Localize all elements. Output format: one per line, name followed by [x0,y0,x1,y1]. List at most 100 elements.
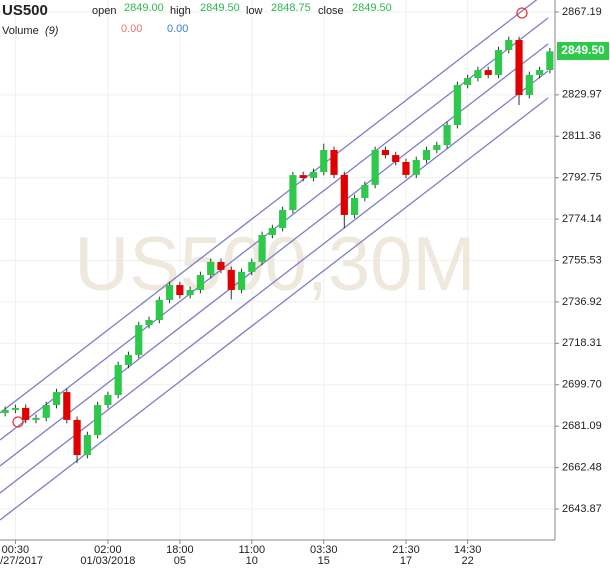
x-tick-label: 18:00 [166,544,194,556]
candle-body [340,174,348,215]
candle-body [94,405,102,436]
open-value: 2849.00 [124,2,164,14]
candle-body [268,228,276,235]
candle-body [515,40,523,95]
candle-body [299,175,307,178]
price-tag [557,42,609,60]
candle-body [453,84,461,126]
candle-body [402,161,410,175]
x-tick-label: 03:30 [310,544,338,556]
low-value: 2848.75 [271,2,311,14]
candle-body [165,285,174,300]
candle-body [186,289,194,296]
volume-label: Volume [2,25,39,37]
y-tick-label: 2662.48 [562,461,602,473]
symbol: US500 [2,2,48,19]
candles [1,36,554,464]
candle-body [248,261,256,272]
candle-body [279,210,287,229]
low-label: low [246,5,263,17]
candle-body [464,78,472,85]
candle-body [32,417,40,420]
candle-body [320,149,328,172]
x-tick-date: 15 [318,555,330,567]
candle-body [217,261,225,270]
candle-body [484,70,492,75]
candle-body [63,392,71,420]
candle-body [176,285,184,296]
y-axis: 2867.19 2829.97 2811.36 2792.75 2774.14 2755.… [555,6,602,515]
candle-body [196,275,205,290]
y-tick-label: 2681.09 [562,420,602,432]
x-tick-label: 14:30 [454,544,482,556]
candle-body [443,125,451,146]
candle-body [227,269,235,290]
x-tick-date: 17 [400,555,412,567]
candle-body [330,149,338,175]
y-tick-label: 2829.97 [562,89,602,101]
x-tick-date: 01/03/2018 [80,555,135,567]
candle-body [309,171,318,178]
candle-body [1,409,9,414]
channel-line [0,70,549,494]
candle-body [412,159,420,175]
x-tick-label: 00:30 [2,544,30,556]
candle-body [494,50,503,75]
candle-body [474,70,482,79]
y-tick-label: 2718.31 [562,337,602,349]
candle-body [73,419,81,456]
x-tick-label: 21:30 [392,544,420,556]
y-tick-label: 2755.53 [562,254,602,266]
candle-body [433,145,441,150]
volume-value-b: 0.00 [167,23,188,35]
y-tick-label: 2643.87 [562,503,602,515]
candle-body [237,271,246,290]
high-label: high [170,5,191,17]
candle-body [22,407,30,420]
candle-body [535,70,544,75]
candle-body [422,149,431,160]
candle-body [392,155,400,162]
candle-body [42,405,50,418]
candle-body [145,319,153,326]
candle-body [289,175,297,211]
channel-line [0,97,549,521]
x-tick-date: 10 [246,555,258,567]
volume-value-a: 0.00 [121,23,142,35]
candle-body [135,325,143,355]
candle-body [104,394,112,405]
candle-body [114,364,122,395]
x-tick-label: 11:00 [238,544,265,556]
price-tag-label: 2849.50 [561,43,605,57]
candle-body [350,198,359,215]
candle-body [124,354,133,365]
candle-body [381,149,390,156]
candle-body [546,51,554,71]
channel-line [0,0,538,414]
candle-body [361,184,369,199]
candle-body [83,435,91,456]
anchor-point [12,416,24,428]
candle-body [155,299,163,320]
volume-period: (9) [45,25,59,37]
y-tick-label: 2867.19 [562,6,602,18]
anchor-point [516,7,528,19]
watermark: US500,30M [74,222,475,307]
candle-body [258,234,266,262]
candle-body [11,407,20,410]
high-value: 2849.50 [200,2,240,14]
close-value: 2849.50 [352,2,392,14]
y-tick-label: 2774.14 [562,213,602,225]
close-label: close [318,5,344,17]
candle-body [371,149,379,185]
x-tick-date: 12/27/2017 [0,555,43,567]
candle-body [207,261,215,276]
y-tick-label: 2792.75 [562,172,602,184]
y-tick-label: 2736.92 [562,296,602,308]
y-tick-label: 2811.36 [562,130,601,142]
candle-body [505,40,513,51]
candle-body [52,392,61,405]
header: US500 open 2849.00 high 2849.50 low 2848… [2,2,392,37]
